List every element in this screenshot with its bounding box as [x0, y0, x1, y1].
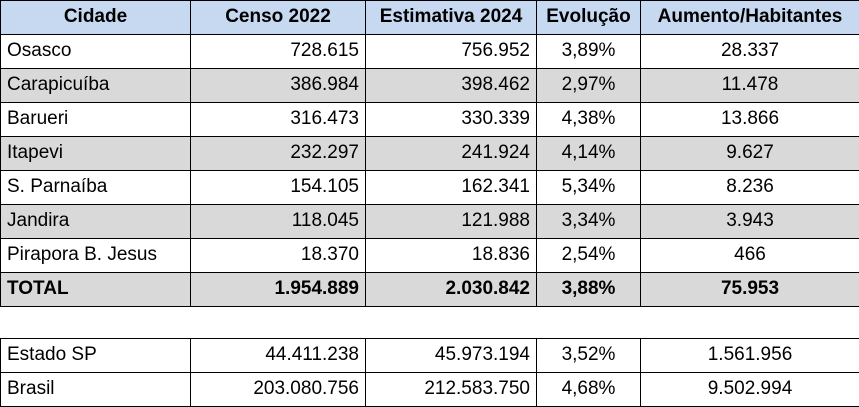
table-cell: 728.615: [190, 34, 366, 69]
table-cell: 4,38%: [536, 102, 641, 137]
table-cell: 241.924: [365, 136, 537, 171]
table-cell: 316.473: [190, 102, 366, 137]
summary-cell: 45.973.194: [365, 338, 537, 373]
table-cell: 466: [640, 238, 859, 273]
header-cell: Censo 2022: [190, 0, 366, 35]
table-cell: 232.297: [190, 136, 366, 171]
table-cell: Carapicuíba: [0, 68, 191, 103]
summary-cell: 9.502.994: [640, 372, 859, 407]
table-cell: 756.952: [365, 34, 537, 69]
table-cell: 4,14%: [536, 136, 641, 171]
table-cell: 18.836: [365, 238, 537, 273]
table-cell: 121.988: [365, 204, 537, 239]
total-cell: TOTAL: [0, 272, 191, 307]
table-cell: 3,34%: [536, 204, 641, 239]
total-cell: 75.953: [640, 272, 859, 307]
table-cell: S. Parnaíba: [0, 170, 191, 205]
summary-cell: 44.411.238: [190, 338, 366, 373]
table-cell: 5,34%: [536, 170, 641, 205]
table-cell: Pirapora B. Jesus: [0, 238, 191, 273]
table-cell: 28.337: [640, 34, 859, 69]
table-cell: 3,89%: [536, 34, 641, 69]
table-cell: 9.627: [640, 136, 859, 171]
table-cell: 8.236: [640, 170, 859, 205]
header-cell: Evolução: [536, 0, 641, 35]
table-cell: 154.105: [190, 170, 366, 205]
header-cell: Cidade: [0, 0, 191, 35]
summary-cell: 4,68%: [536, 372, 641, 407]
table-cell: 398.462: [365, 68, 537, 103]
summary-cell: 1.561.956: [640, 338, 859, 373]
table-cell: Osasco: [0, 34, 191, 69]
total-cell: 3,88%: [536, 272, 641, 307]
table-cell: Jandira: [0, 204, 191, 239]
header-cell: Estimativa 2024: [365, 0, 537, 35]
summary-cell: 3,52%: [536, 338, 641, 373]
table-cell: Itapevi: [0, 136, 191, 171]
table-cell: 3.943: [640, 204, 859, 239]
total-cell: 1.954.889: [190, 272, 366, 307]
header-cell: Aumento/Habitantes: [640, 0, 859, 35]
table-cell: 18.370: [190, 238, 366, 273]
summary-cell: Estado SP: [0, 338, 191, 373]
table-cell: 386.984: [190, 68, 366, 103]
table-cell: Barueri: [0, 102, 191, 137]
table-cell: 118.045: [190, 204, 366, 239]
summary-cell: Brasil: [0, 372, 191, 407]
summary-cell: 203.080.756: [190, 372, 366, 407]
table-cell: 11.478: [640, 68, 859, 103]
table-cell: 2,97%: [536, 68, 641, 103]
table-cell: 330.339: [365, 102, 537, 137]
table-cell: 162.341: [365, 170, 537, 205]
table-cell: 13.866: [640, 102, 859, 137]
summary-cell: 212.583.750: [365, 372, 537, 407]
total-cell: 2.030.842: [365, 272, 537, 307]
table-cell: 2,54%: [536, 238, 641, 273]
